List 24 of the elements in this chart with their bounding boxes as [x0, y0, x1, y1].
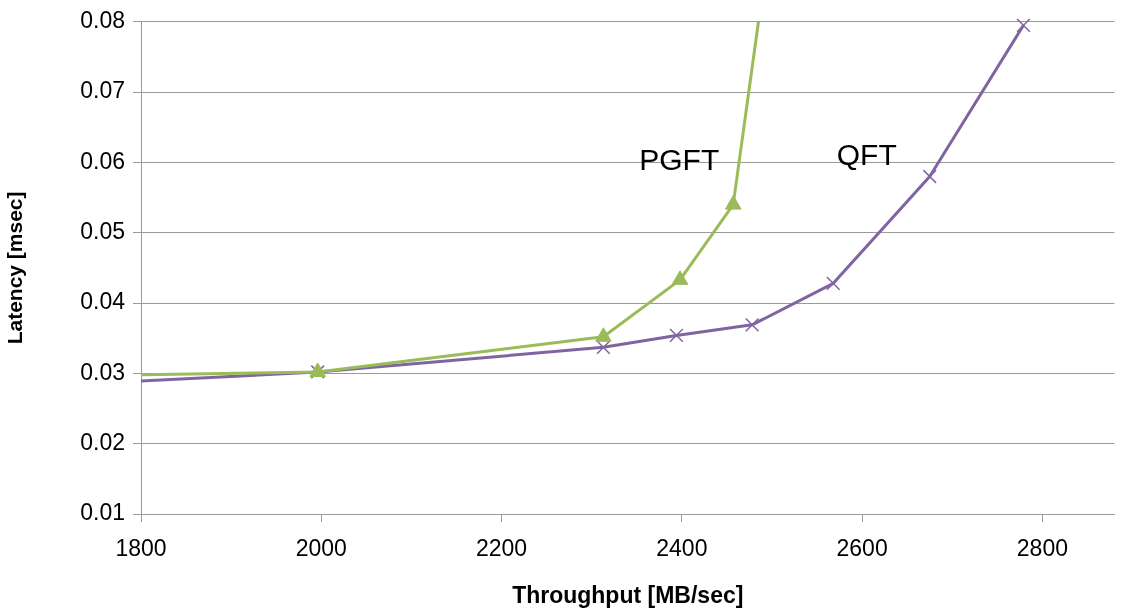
y-tick-label: 0.03: [80, 358, 125, 385]
x-axis-title: Throughput [MB/sec]: [512, 581, 744, 608]
x-tick-label: 2200: [475, 535, 528, 562]
point: [1016, 18, 1031, 33]
series-label: QFT: [836, 137, 897, 171]
point: [669, 328, 684, 343]
y-tick-label: 0.06: [80, 147, 125, 174]
y-tick-label: 0.04: [80, 288, 126, 315]
y-tick-label: 0.07: [80, 77, 125, 104]
point: [922, 169, 937, 184]
y-tick-label: 0.02: [80, 429, 125, 456]
point: [596, 340, 611, 355]
point: [826, 276, 841, 291]
x-tick-label: 2600: [836, 535, 888, 562]
y-axis-title: Latency [msec]: [3, 191, 27, 345]
y-tick-label: 0.08: [80, 7, 125, 34]
series-label: PGFT: [639, 142, 720, 176]
y-tick-label: 0.01: [80, 499, 125, 526]
point: [745, 317, 760, 332]
x-tick-label: 2000: [295, 535, 347, 562]
x-tick-label: 1800: [115, 535, 167, 562]
x-tick-label: 2800: [1016, 535, 1068, 562]
y-tick-label: 0.05: [80, 218, 125, 245]
x-tick-label: 2400: [656, 535, 708, 562]
